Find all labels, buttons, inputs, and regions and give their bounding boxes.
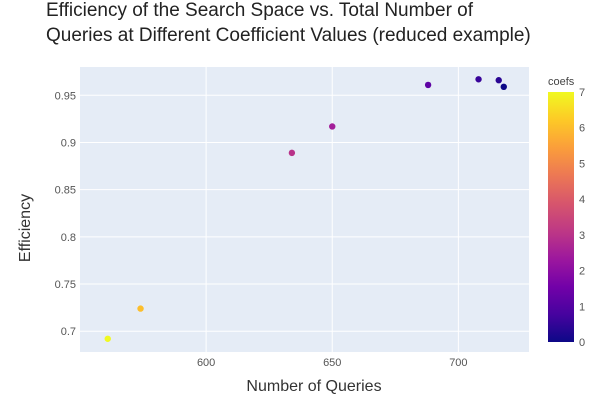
y-tick-label: 0.75	[55, 279, 76, 291]
x-tick-label: 650	[323, 357, 341, 369]
data-point	[288, 149, 296, 157]
plot-area	[80, 67, 529, 352]
data-point	[104, 335, 111, 342]
y-tick-label: 0.95	[55, 90, 76, 102]
y-tick-label: 0.7	[61, 326, 76, 338]
y-tick-labels: 0.7 0.75 0.8 0.85 0.9 0.95	[55, 90, 76, 338]
colorbar	[548, 92, 574, 342]
y-tick-label: 0.8	[61, 232, 76, 244]
data-point	[329, 123, 336, 130]
colorbar-title: coefs	[548, 76, 575, 88]
colorbar-tick-label: 6	[579, 123, 585, 135]
grid	[80, 67, 529, 352]
colorbar-tick-labels: 0 1 2 3 4 5 6 7	[579, 87, 585, 349]
x-tick-label: 600	[197, 357, 215, 369]
x-axis-title: Number of Queries	[246, 378, 381, 395]
colorbar-tick-label: 4	[579, 194, 585, 206]
chart-title-line-1: Efficiency of the Search Space vs. Total…	[46, 0, 474, 21]
colorbar-tick-label: 0	[579, 337, 585, 349]
data-point	[137, 305, 144, 312]
colorbar-tick-label: 1	[579, 301, 585, 313]
colorbar-tick-label: 5	[579, 158, 585, 170]
colorbar-tick-label: 3	[579, 230, 585, 242]
data-point	[424, 81, 432, 89]
y-tick-label: 0.85	[55, 185, 76, 197]
colorbar-tick-label: 7	[579, 87, 585, 99]
y-axis-title: Efficiency	[17, 194, 34, 262]
colorbar-tick-label: 2	[579, 266, 585, 278]
y-tick-label: 0.9	[61, 137, 76, 149]
data-point	[495, 77, 502, 84]
chart-title-line-2: Queries at Different Coefficient Values …	[46, 25, 531, 46]
data-points	[104, 76, 507, 342]
data-point	[500, 83, 507, 91]
data-point	[475, 76, 482, 83]
x-tick-labels: 600 650 700	[197, 357, 468, 369]
x-tick-label: 700	[449, 357, 467, 369]
